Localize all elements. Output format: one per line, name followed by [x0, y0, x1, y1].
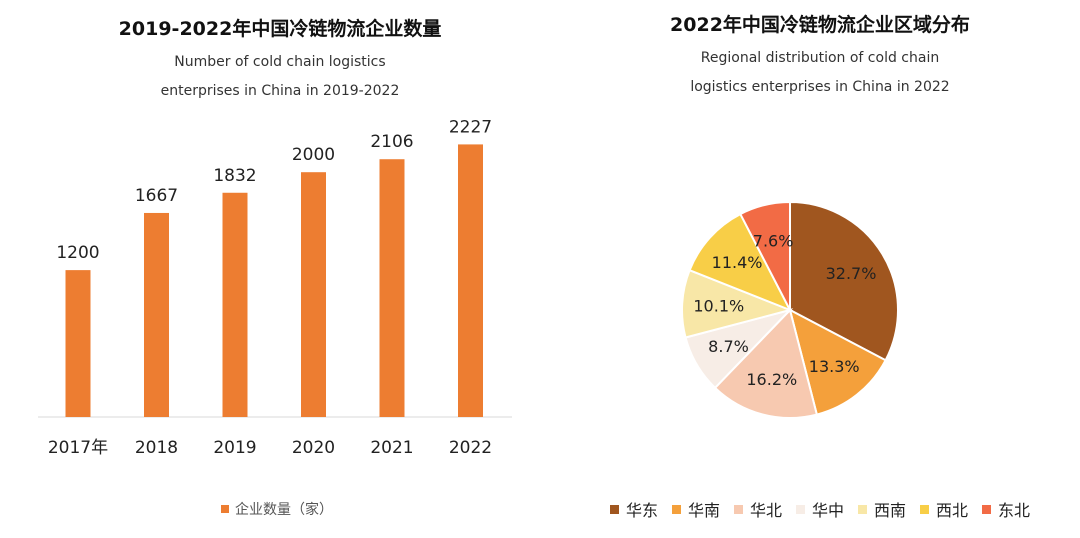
bar-data-label-2: 1832: [213, 166, 256, 186]
bar-data-label-4: 2106: [370, 132, 413, 152]
pie-legend-label-4: 西南: [874, 501, 907, 520]
bar-chart-legend: 企业数量（家）: [221, 499, 333, 519]
pie-legend-swatch-4: [858, 504, 867, 514]
pie-chart-plot: 32.7% 13.3% 16.2% 8.7% 10.1% 11.4% 7.6%: [681, 200, 899, 419]
pie-legend-item-6: 东北: [982, 497, 1030, 521]
pie-data-label-2: 16.2%: [746, 370, 797, 389]
pie-legend-label-0: 华东: [625, 501, 658, 520]
pie-legend-item-0: 华东: [609, 497, 658, 521]
bar-chart-subtitle-line-2: enterprises in China in 2019-2022: [160, 83, 400, 99]
bar-legend-label: 企业数量（家）: [235, 502, 333, 518]
pie-legend-swatch-1: [671, 504, 681, 514]
pie-chart-subtitle-line-2: logistics enterprises in China in 2022: [690, 79, 950, 95]
bar-tick-label-1: 2018: [135, 438, 178, 458]
bar-tick-label-2: 2019: [213, 438, 256, 458]
pie-legend-item-5: 西北: [920, 497, 968, 521]
bar-tick-label-3: 2020: [292, 438, 335, 458]
pie-data-label-5: 11.4%: [712, 253, 763, 272]
pie-legend-item-2: 华北: [733, 497, 782, 521]
pie-chart-title: 2022年中国冷链物流企业区域分布: [670, 14, 970, 36]
bar-2: [222, 192, 248, 417]
pie-chart-panel: 2022年中国冷链物流企业区域分布 Regional distribution …: [560, 0, 1080, 538]
bar-chart-plot: 1200 2017年 1667 2018 1832 2019 2000 2020 2106 202…: [38, 117, 512, 458]
pie-data-label-6: 7.6%: [753, 232, 794, 251]
pie-data-label-1: 13.3%: [809, 357, 860, 376]
bar-data-label-3: 2000: [292, 145, 335, 165]
pie-data-label-4: 10.1%: [693, 297, 744, 316]
bar-tick-label-4: 2021: [370, 438, 413, 458]
bar-chart-panel: 2019-2022年中国冷链物流企业数量 Number of cold chai…: [38, 18, 512, 519]
bar-data-label-5: 2227: [449, 117, 492, 137]
pie-legend-swatch-0: [609, 504, 619, 514]
bar-data-label-0: 1200: [56, 243, 99, 263]
pie-legend-swatch-5: [920, 504, 930, 514]
pie-legend-label-6: 东北: [998, 501, 1031, 520]
pie-data-label-0: 32.7%: [826, 264, 877, 283]
pie-slice-1: [788, 308, 887, 416]
pie-legend-label-1: 华南: [687, 501, 720, 520]
pie-legend-item-1: 华南: [671, 497, 720, 521]
pie-legend-swatch-2: [733, 504, 743, 514]
bar-chart-subtitle-line-1: Number of cold chain logistics: [174, 54, 386, 70]
pie-data-label-3: 8.7%: [708, 337, 749, 356]
bar-tick-label-5: 2022: [449, 438, 492, 458]
bar-legend-swatch: [221, 505, 229, 513]
bar-chart-title: 2019-2022年中国冷链物流企业数量: [118, 18, 442, 40]
pie-legend-item-4: 西南: [858, 497, 906, 521]
bar-4: [379, 159, 405, 418]
bar-3: [301, 172, 326, 417]
pie-legend-item-3: 华中: [795, 497, 844, 521]
pie-legend-label-2: 华北: [749, 501, 782, 520]
bar-data-label-1: 1667: [135, 186, 178, 206]
pie-legend-swatch-3: [795, 504, 805, 514]
pie-slice-6: [739, 200, 791, 311]
bar-1: [144, 212, 169, 417]
pie-slice-5: [688, 212, 793, 312]
pie-slice-2: [713, 308, 819, 419]
pie-legend-label-5: 西北: [936, 501, 969, 520]
pie-legend-label-3: 华中: [811, 501, 844, 520]
bar-0: [65, 270, 91, 417]
pie-legend-swatch-6: [982, 504, 992, 514]
bar-5: [458, 144, 483, 417]
bar-tick-label-0: 2017年: [48, 438, 108, 458]
pie-chart-legend: 华东 华南 华北 华中 西南 西北 东北: [560, 497, 1080, 521]
pie-chart-subtitle-line-1: Regional distribution of cold chain: [700, 50, 940, 66]
pie-slice-0: [789, 200, 899, 362]
